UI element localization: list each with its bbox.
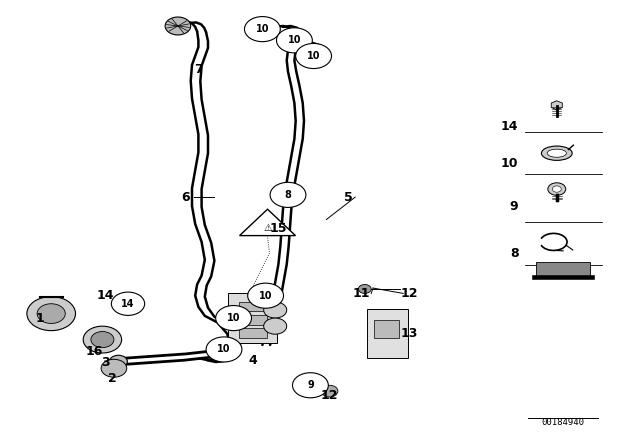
Circle shape [264,302,287,318]
Text: 3: 3 [101,356,110,370]
Text: 9: 9 [307,380,314,390]
Circle shape [276,28,312,53]
Circle shape [259,20,279,34]
Text: 10: 10 [307,51,321,61]
Ellipse shape [541,146,572,160]
Circle shape [165,17,191,35]
Text: 14: 14 [501,120,518,133]
Circle shape [109,355,127,368]
Circle shape [83,326,122,353]
Text: 5: 5 [344,190,353,204]
Polygon shape [551,101,563,110]
Text: 10: 10 [255,24,269,34]
Circle shape [292,373,328,398]
Text: 11: 11 [353,287,371,300]
Text: 8: 8 [510,246,518,260]
FancyBboxPatch shape [228,293,277,343]
Text: 7: 7 [194,63,203,76]
Text: 10: 10 [217,345,231,354]
Text: 9: 9 [510,199,518,213]
FancyBboxPatch shape [532,275,594,279]
Circle shape [308,50,328,64]
Circle shape [27,297,76,331]
Circle shape [91,332,114,348]
Circle shape [206,337,242,362]
Text: 13: 13 [401,327,419,340]
FancyBboxPatch shape [239,302,267,311]
Text: 10: 10 [287,35,301,45]
Text: 10: 10 [501,157,518,170]
Circle shape [296,43,332,69]
Circle shape [548,183,566,195]
Text: 15: 15 [269,222,287,235]
Text: 00184940: 00184940 [541,418,585,426]
Circle shape [244,17,280,42]
Polygon shape [239,209,296,236]
Text: 8: 8 [285,190,291,200]
Text: 4: 4 [248,354,257,367]
Circle shape [284,32,305,46]
Circle shape [101,359,127,377]
Text: 14: 14 [97,289,115,302]
Text: 10: 10 [227,313,241,323]
FancyBboxPatch shape [536,262,590,276]
FancyBboxPatch shape [239,315,267,325]
Circle shape [37,304,65,323]
Circle shape [216,306,252,331]
FancyBboxPatch shape [239,328,267,338]
Text: 16: 16 [86,345,104,358]
Text: 6: 6 [181,190,190,204]
Ellipse shape [547,149,566,157]
Text: 12: 12 [401,287,419,300]
Circle shape [358,284,371,293]
Circle shape [270,182,306,207]
Text: 10: 10 [259,291,273,301]
FancyBboxPatch shape [374,320,399,338]
Text: ⚠: ⚠ [263,223,272,233]
Circle shape [264,318,287,334]
Text: 14: 14 [121,299,135,309]
Circle shape [552,186,561,192]
Text: 1: 1 [35,311,44,325]
FancyBboxPatch shape [367,309,408,358]
Text: 12: 12 [321,388,339,402]
Circle shape [321,385,338,397]
Circle shape [111,292,145,315]
Circle shape [248,283,284,308]
Text: 2: 2 [108,372,116,385]
